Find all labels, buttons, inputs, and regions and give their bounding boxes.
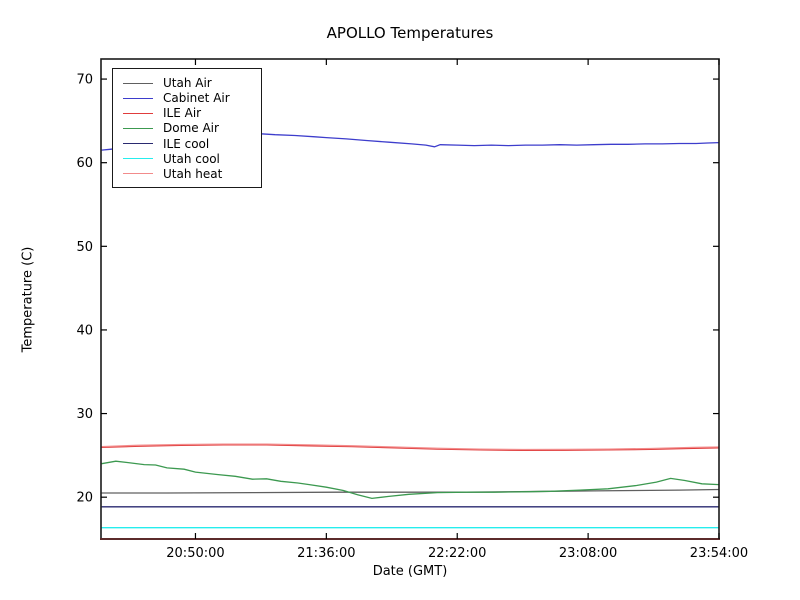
legend-item-ile-air: ILE Air xyxy=(123,106,253,120)
x-tick-label: 21:36:00 xyxy=(297,546,355,561)
y-tick-label: 30 xyxy=(76,407,93,422)
legend-line-swatch xyxy=(123,143,153,145)
y-tick-label: 50 xyxy=(76,240,93,255)
legend-label: Utah cool xyxy=(163,151,220,166)
series-line-utah-heat xyxy=(101,443,720,451)
series-line-ile-air xyxy=(101,444,720,452)
legend-line-swatch xyxy=(123,112,153,114)
legend-line-swatch xyxy=(123,127,153,129)
x-tick-label: 20:50:00 xyxy=(166,546,224,561)
x-tick-label: 23:08:00 xyxy=(559,546,617,561)
legend-item-dome-air: Dome Air xyxy=(123,121,253,135)
legend-item-utah-cool: Utah cool xyxy=(123,152,253,166)
legend-label: Utah Air xyxy=(163,76,212,90)
legend-item-utah-heat: Utah heat xyxy=(123,167,253,181)
legend: Utah Air Cabinet Air ILE Air Dome Air ILE co… xyxy=(112,68,262,188)
chart-title: APOLLO Temperatures xyxy=(326,24,494,42)
legend-item-ile-cool: ILE cool xyxy=(123,137,253,151)
series-line-dome-air xyxy=(101,460,720,500)
legend-label: ILE Air xyxy=(163,106,202,121)
legend-label: Dome Air xyxy=(163,121,219,136)
legend-line-swatch xyxy=(123,82,153,84)
legend-label: Cabinet Air xyxy=(163,91,230,106)
x-tick-label: 22:22:00 xyxy=(428,546,486,561)
legend-item-cabinet-air: Cabinet Air xyxy=(123,91,253,105)
y-tick-label: 60 xyxy=(76,156,93,171)
legend-line-swatch xyxy=(123,97,153,99)
y-tick-label: 40 xyxy=(76,323,93,338)
legend-label: Utah heat xyxy=(163,166,223,181)
legend-line-swatch xyxy=(123,173,153,175)
series-line-utah-air xyxy=(101,488,720,494)
x-axis-label: Date (GMT) xyxy=(372,564,448,579)
x-tick-label: 23:54:00 xyxy=(690,546,748,561)
y-tick-label: 70 xyxy=(76,73,93,88)
y-tick-label: 20 xyxy=(76,491,93,506)
legend-line-swatch xyxy=(123,158,153,160)
legend-item-utah-air: Utah Air xyxy=(123,76,253,90)
legend-label: ILE cool xyxy=(163,136,210,151)
